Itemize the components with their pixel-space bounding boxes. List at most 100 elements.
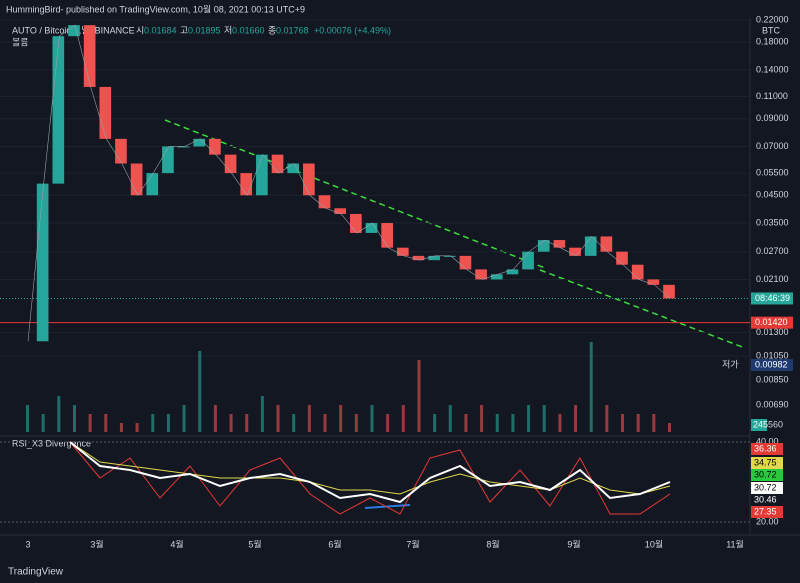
candle bbox=[553, 240, 566, 248]
volume-bar bbox=[245, 414, 249, 432]
candle bbox=[224, 154, 237, 174]
rsi-label: RSI_X3 Divergence bbox=[12, 438, 91, 448]
candle bbox=[193, 138, 206, 147]
o: 0.01684 bbox=[144, 25, 177, 35]
rsi-badge bbox=[751, 494, 783, 506]
candle bbox=[162, 146, 174, 174]
volume-bar bbox=[119, 423, 123, 432]
volume-bar bbox=[668, 423, 671, 432]
close-line bbox=[27, 24, 671, 342]
volume-badge-text: 245 bbox=[753, 419, 768, 429]
rsi-badge bbox=[751, 443, 783, 455]
volume-bar bbox=[26, 405, 29, 432]
byline: HummingBird- published on TradingView.co… bbox=[6, 3, 305, 14]
countdown: 08:46:39 bbox=[755, 293, 790, 303]
candle bbox=[68, 25, 80, 37]
rsi-line bbox=[69, 441, 671, 515]
y-tick-label: 0.01050 bbox=[756, 350, 789, 360]
rsi-badge bbox=[751, 482, 783, 494]
volume-tick-label: 0.00850 bbox=[756, 374, 789, 384]
candle bbox=[177, 146, 190, 148]
time-label: 5월 bbox=[248, 538, 261, 549]
rsi-badge bbox=[751, 457, 783, 469]
volume-bar bbox=[166, 414, 170, 432]
volume-bar bbox=[213, 405, 217, 432]
volume-bar bbox=[182, 405, 186, 432]
countdown-badge bbox=[751, 292, 793, 305]
y-tick-label: 0.05500 bbox=[756, 167, 789, 177]
candle bbox=[490, 274, 503, 280]
candle bbox=[459, 255, 472, 270]
time-label: 4월 bbox=[170, 538, 183, 549]
trendline bbox=[539, 269, 746, 349]
volume-bar bbox=[276, 405, 280, 432]
y-tick-label: 0.02100 bbox=[756, 274, 789, 284]
o-label: 시 bbox=[136, 25, 144, 35]
volume-bar bbox=[260, 396, 264, 432]
volume-bar bbox=[433, 414, 437, 432]
time-label: 9월 bbox=[567, 538, 580, 549]
volume-bar bbox=[417, 360, 421, 432]
time-label: 8월 bbox=[486, 538, 499, 549]
divergence-line bbox=[364, 504, 411, 509]
y-tick-label: 0.04500 bbox=[756, 190, 789, 200]
c-label: 종 bbox=[268, 25, 276, 35]
candle bbox=[537, 240, 550, 252]
volume-badge bbox=[751, 419, 767, 431]
h-label: 고 bbox=[180, 25, 188, 35]
candle bbox=[365, 223, 378, 233]
candle bbox=[146, 173, 159, 196]
volume-bar bbox=[323, 414, 327, 432]
l: 0.01660 bbox=[232, 25, 265, 35]
unit: BTC bbox=[762, 25, 781, 35]
candle bbox=[99, 86, 112, 139]
volume-bar bbox=[574, 405, 578, 432]
y-tick-label: 0.11000 bbox=[756, 91, 788, 101]
rsi-line bbox=[69, 441, 671, 504]
candle bbox=[428, 255, 440, 261]
volume-bar bbox=[72, 405, 76, 432]
c: 0.01768 bbox=[276, 25, 309, 35]
candle bbox=[350, 213, 362, 233]
volume-bar bbox=[151, 414, 155, 432]
low-badge-value: 0.00982 bbox=[755, 359, 788, 369]
footer-brand: TradingView bbox=[8, 567, 64, 578]
volume-bar bbox=[386, 414, 390, 432]
y-tick-label: 0.01300 bbox=[756, 327, 789, 337]
low-badge-label: 저가 bbox=[722, 359, 739, 369]
volume-bar bbox=[57, 396, 61, 432]
candle bbox=[396, 247, 409, 256]
topbar bbox=[0, 0, 800, 20]
volume-bar bbox=[636, 414, 640, 432]
candle bbox=[443, 255, 456, 257]
volume-tick-label: 0.00690 bbox=[756, 399, 789, 409]
y-tick-label: 0.18000 bbox=[756, 37, 789, 47]
volume-bar bbox=[354, 414, 358, 432]
time-label: 7월 bbox=[406, 538, 419, 549]
rsi-badge-text: 30.72 bbox=[754, 469, 777, 479]
volume-bar bbox=[401, 405, 405, 432]
volume-bar bbox=[135, 423, 139, 432]
volume-bar bbox=[542, 405, 546, 432]
volume-bar bbox=[339, 405, 343, 432]
time-label: 3 bbox=[25, 539, 30, 549]
y-tick-label: 0.03500 bbox=[756, 217, 789, 227]
trendline bbox=[164, 119, 546, 269]
time-label: 6월 bbox=[328, 538, 341, 549]
candle bbox=[631, 264, 644, 280]
rsi-badge bbox=[751, 506, 783, 518]
h: 0.01895 bbox=[188, 25, 221, 35]
candle bbox=[115, 138, 127, 164]
volume-bar bbox=[88, 414, 92, 432]
rsi-tick-label: 20.00 bbox=[756, 516, 779, 526]
candle bbox=[318, 195, 331, 209]
y-tick-label: 0.22000 bbox=[756, 14, 789, 24]
volume-bar bbox=[307, 405, 311, 432]
rsi-line bbox=[69, 441, 671, 495]
change: +0.00076 (+4.49%) bbox=[314, 25, 391, 35]
l-label: 저 bbox=[224, 25, 232, 35]
volume-bar bbox=[464, 414, 468, 432]
y-tick-label: 0.07000 bbox=[756, 141, 789, 151]
